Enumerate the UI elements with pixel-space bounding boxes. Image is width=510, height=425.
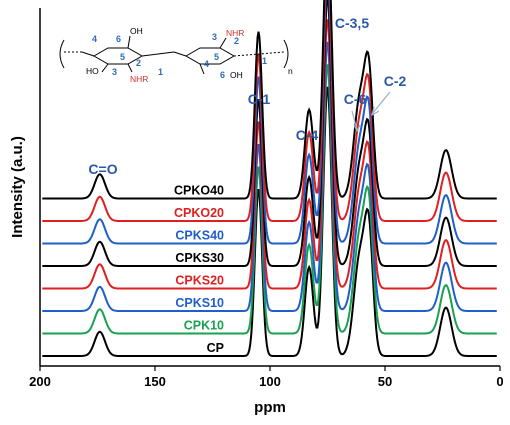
x-tick-label: 200 (29, 374, 51, 389)
peak-label-c6: C-6 (344, 91, 367, 107)
x-tick-label: 0 (496, 374, 503, 389)
c6-arrow (351, 110, 358, 131)
spectrum-cpk10 (42, 64, 497, 335)
spectrum-cp (42, 86, 497, 357)
bond-ho (101, 63, 109, 73)
atom-num: 1 (158, 67, 163, 77)
x-axis-title: ppm (254, 399, 286, 416)
series-label-cpks40: CPKS40 (175, 229, 224, 243)
peak-label-c1: C-1 (248, 91, 271, 107)
series-labels: CP CPK10 CPKS10 CPKS20 CPKS30 CPKS40 CPKO20 CPK… (174, 184, 224, 356)
series-label-cpks20: CPKS20 (175, 274, 224, 288)
peak-label-c35: C-3,5 (335, 15, 369, 31)
atom-num: 3 (112, 67, 117, 77)
ring-2 (184, 47, 236, 65)
x-tick-label: 150 (144, 374, 166, 389)
series-label-cpk10: CPK10 (184, 319, 224, 333)
peak-label-c2: C-2 (384, 73, 407, 89)
spectra-traces (42, 0, 497, 357)
y-axis-title: Intensity (a.u.) (9, 136, 26, 238)
ho-label: HO (86, 66, 99, 76)
c6-arrow-head (353, 124, 361, 133)
series-label-cpks30: CPKS30 (175, 251, 224, 265)
atom-num: 3 (212, 32, 217, 42)
spectrum-cpks10 (42, 41, 497, 312)
spectrum-cpks30 (42, 0, 497, 267)
spectrum-cpko40 (42, 0, 497, 200)
series-label-cp: CP (207, 341, 224, 355)
peak-label-c4: C-4 (296, 127, 319, 143)
c2-arrow-head (371, 106, 380, 117)
nhr-label: NHR (226, 28, 244, 38)
bracket-right (283, 39, 289, 69)
x-tick-label: 100 (259, 374, 281, 389)
glycosidic-bond (141, 51, 175, 57)
atom-num: 1 (262, 56, 267, 66)
bond-ch2 (127, 35, 131, 49)
atom-num: 4 (92, 34, 97, 44)
bracket-left (59, 39, 65, 69)
bond-o2 (173, 51, 187, 57)
series-label-cpko20: CPKO20 (174, 206, 224, 220)
nhr-label: NHR (130, 74, 148, 84)
oh-label: OH (230, 70, 243, 80)
spectrum-cpks40 (42, 0, 497, 245)
bond-oh2 (199, 63, 205, 75)
atom-num: 2 (234, 36, 239, 46)
bond-right (233, 51, 285, 57)
atom-num: 6 (116, 34, 121, 44)
bond-nhr2 (219, 37, 227, 49)
atom-num: 2 (136, 58, 141, 68)
atom-num: 5 (214, 52, 219, 62)
c2-arrow (371, 91, 391, 115)
bond-o1 (81, 51, 95, 57)
bond-nhr1 (127, 63, 133, 73)
series-label-cpks10: CPKS10 (175, 296, 224, 310)
chitosan-structure: 4 6 5 2 3 1 3 2 4 5 6 1 OH OH HO NHR NHR… (59, 26, 293, 84)
series-label-cpko40: CPKO40 (174, 184, 224, 198)
x-axis-ticks: 200 150 100 50 0 (29, 366, 504, 389)
atom-num: 5 (120, 52, 125, 62)
peak-label-c-o: C=O (88, 161, 117, 177)
oh-label: OH (130, 26, 143, 36)
atom-num: 4 (204, 59, 209, 69)
x-tick-label: 50 (378, 374, 392, 389)
spectrum-cpks20 (42, 19, 497, 290)
ring-1 (92, 47, 144, 65)
atom-num: 6 (220, 70, 225, 80)
spectrum-cpko20 (42, 0, 497, 222)
repeat-n: n (288, 66, 293, 76)
